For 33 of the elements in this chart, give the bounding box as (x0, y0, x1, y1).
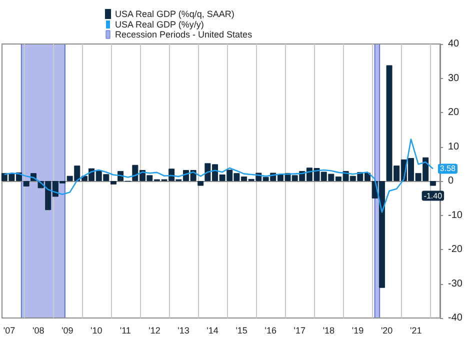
x-tick-label: '07 (3, 326, 16, 336)
y-tick-label: 40 (448, 38, 460, 50)
y-tick-label: 30 (448, 72, 460, 84)
x-tick-label: '21 (410, 326, 422, 336)
x-tick-label: '16 (264, 326, 277, 336)
y-tick-label: 0 (448, 176, 454, 186)
x-tick-label: '13 (178, 326, 190, 336)
y-tick-label: 20 (448, 107, 460, 118)
x-tick-label: '08 (32, 326, 44, 336)
data-label: 3.58 (440, 164, 456, 174)
y-tick-label: -40 (448, 312, 463, 324)
y-tick-label: -10 (448, 210, 463, 221)
x-tick-label: '17 (294, 326, 306, 336)
bar (430, 181, 436, 186)
bar (110, 181, 116, 184)
data-label: -1.40 (424, 191, 443, 200)
x-tick-label: '10 (90, 326, 102, 336)
x-tick-label: '09 (61, 326, 74, 336)
y-tick-label: -30 (448, 278, 463, 290)
bar (23, 181, 30, 186)
x-tick-label: '19 (352, 326, 364, 336)
y-tick-label: 10 (448, 141, 460, 152)
x-tick-label: '15 (236, 326, 248, 336)
x-tick-label: '14 (206, 326, 218, 336)
x-tick-label: '20 (380, 326, 393, 336)
x-tick-label: '18 (322, 326, 335, 336)
x-tick-label: '12 (148, 326, 160, 336)
x-tick-label: '11 (120, 326, 131, 336)
legend-label: Recession Periods - United States (115, 30, 253, 40)
legend-label: USA Real GDP (%y/y) (115, 20, 204, 30)
bar (198, 181, 204, 186)
legend-label: USA Real GDP (%q/q, SAAR) (115, 9, 234, 19)
y-tick-label: -20 (448, 244, 463, 255)
